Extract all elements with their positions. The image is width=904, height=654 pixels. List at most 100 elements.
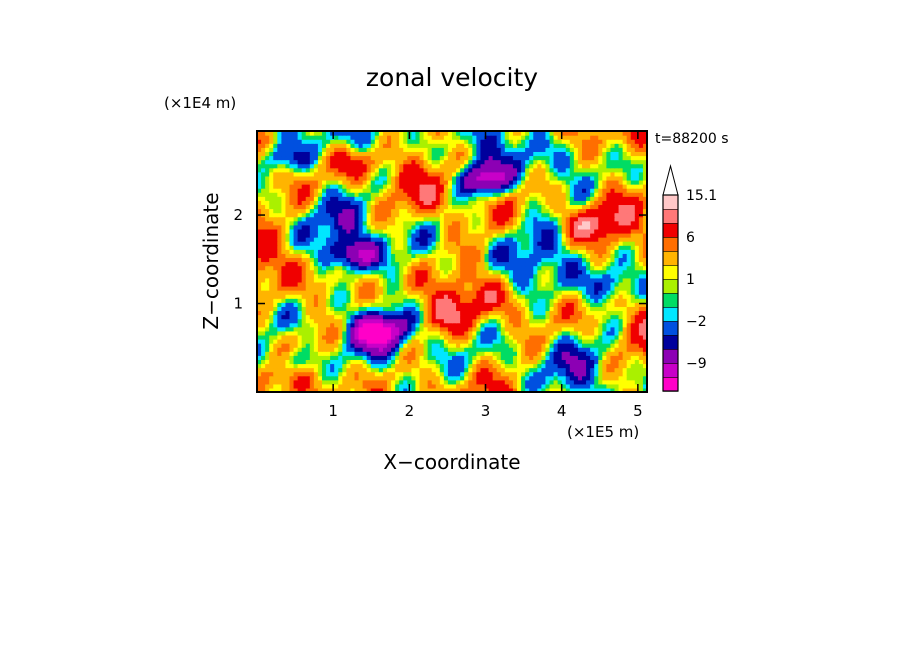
heatmap-cell — [301, 184, 307, 189]
heatmap-cell — [374, 212, 380, 218]
heatmap-cell — [346, 351, 352, 356]
heatmap-cell — [322, 359, 327, 365]
heatmap-cell — [594, 179, 599, 185]
heatmap-cell — [476, 277, 482, 283]
heatmap-cell — [573, 367, 579, 373]
heatmap-cell — [407, 179, 412, 185]
heatmap-cell — [293, 318, 299, 324]
heatmap-cell — [602, 387, 607, 392]
heatmap-cell — [549, 302, 555, 307]
heatmap-cell — [582, 261, 587, 267]
heatmap-cell — [496, 200, 502, 206]
heatmap-cell — [261, 290, 266, 295]
heatmap-cell — [569, 334, 575, 340]
heatmap-cell — [549, 294, 555, 299]
heatmap-cell — [529, 228, 534, 234]
heatmap-cell — [492, 383, 498, 389]
heatmap-cell — [305, 253, 311, 259]
heatmap-cell — [614, 208, 620, 214]
heatmap-cell — [439, 212, 445, 218]
heatmap-cell — [577, 196, 583, 201]
heatmap-cell — [533, 285, 538, 291]
heatmap-cell — [313, 343, 319, 348]
heatmap-cell — [378, 192, 384, 197]
heatmap-cell — [346, 359, 352, 365]
heatmap-cell — [626, 338, 632, 344]
heatmap-cell — [508, 265, 514, 271]
heatmap-cell — [533, 204, 538, 210]
heatmap-cell — [322, 241, 327, 246]
heatmap-cell — [350, 322, 356, 328]
heatmap-cell — [435, 359, 441, 365]
heatmap-cell — [309, 298, 315, 303]
heatmap-cell — [427, 379, 433, 385]
heatmap-cell — [541, 249, 547, 254]
heatmap-cell — [472, 285, 477, 291]
heatmap-cell — [370, 294, 376, 299]
heatmap-cell — [642, 314, 647, 320]
heatmap-cell — [447, 184, 453, 189]
heatmap-cell — [460, 200, 465, 206]
heatmap-cell — [496, 314, 502, 320]
heatmap-cell — [305, 302, 311, 307]
heatmap-cell — [496, 355, 502, 360]
heatmap-cell — [281, 188, 287, 193]
heatmap-cell — [435, 179, 441, 185]
heatmap-cell — [586, 318, 591, 324]
heatmap-cell — [350, 379, 356, 385]
heatmap-cell — [569, 310, 575, 316]
heatmap-cell — [541, 200, 547, 206]
heatmap-cell — [350, 347, 356, 352]
heatmap-cell — [642, 306, 647, 312]
heatmap-cell — [586, 241, 591, 246]
heatmap-cell — [317, 322, 323, 328]
heatmap-cell — [533, 371, 538, 377]
heatmap-cell — [301, 359, 307, 365]
heatmap-cell — [309, 273, 315, 279]
heatmap-cell — [399, 228, 404, 234]
heatmap-cell — [480, 179, 486, 185]
heatmap-cell — [326, 387, 331, 392]
heatmap-cell — [582, 294, 587, 299]
heatmap-cell — [309, 343, 315, 348]
heatmap-cell — [289, 306, 295, 312]
heatmap-cell — [301, 330, 307, 336]
heatmap-cell — [346, 224, 352, 230]
heatmap-cell — [512, 249, 518, 254]
heatmap-cell — [350, 383, 356, 389]
heatmap-cell — [427, 294, 433, 299]
heatmap-cell — [468, 212, 473, 218]
heatmap-cell — [370, 387, 376, 392]
heatmap-cell — [504, 245, 510, 250]
heatmap-cell — [273, 216, 278, 222]
heatmap-cell — [431, 318, 437, 324]
heatmap-cell — [387, 334, 392, 340]
heatmap-cell — [354, 375, 360, 381]
heatmap-cell — [407, 228, 412, 234]
heatmap-cell — [529, 347, 534, 352]
heatmap-cell — [395, 237, 400, 242]
heatmap-cell — [496, 371, 502, 377]
heatmap-cell — [456, 216, 461, 222]
heatmap-cell — [517, 310, 522, 316]
heatmap-cell — [537, 204, 542, 210]
heatmap-cell — [586, 224, 591, 230]
heatmap-cell — [614, 249, 620, 254]
heatmap-cell — [281, 241, 287, 246]
heatmap-cell — [598, 265, 603, 271]
heatmap-cell — [456, 318, 461, 324]
heatmap-cell — [557, 261, 563, 267]
heatmap-cell — [492, 359, 498, 365]
heatmap-cell — [480, 379, 486, 385]
heatmap-cell — [382, 273, 388, 279]
heatmap-cell — [488, 306, 494, 312]
heatmap-cell — [598, 192, 603, 197]
heatmap-cell — [618, 249, 624, 254]
heatmap-cell — [378, 330, 384, 336]
heatmap-cell — [313, 338, 319, 344]
heatmap-cell — [277, 249, 282, 254]
heatmap-cell — [257, 184, 262, 189]
heatmap-cell — [346, 277, 352, 283]
heatmap-cell — [452, 355, 457, 360]
heatmap-cell — [529, 249, 534, 254]
